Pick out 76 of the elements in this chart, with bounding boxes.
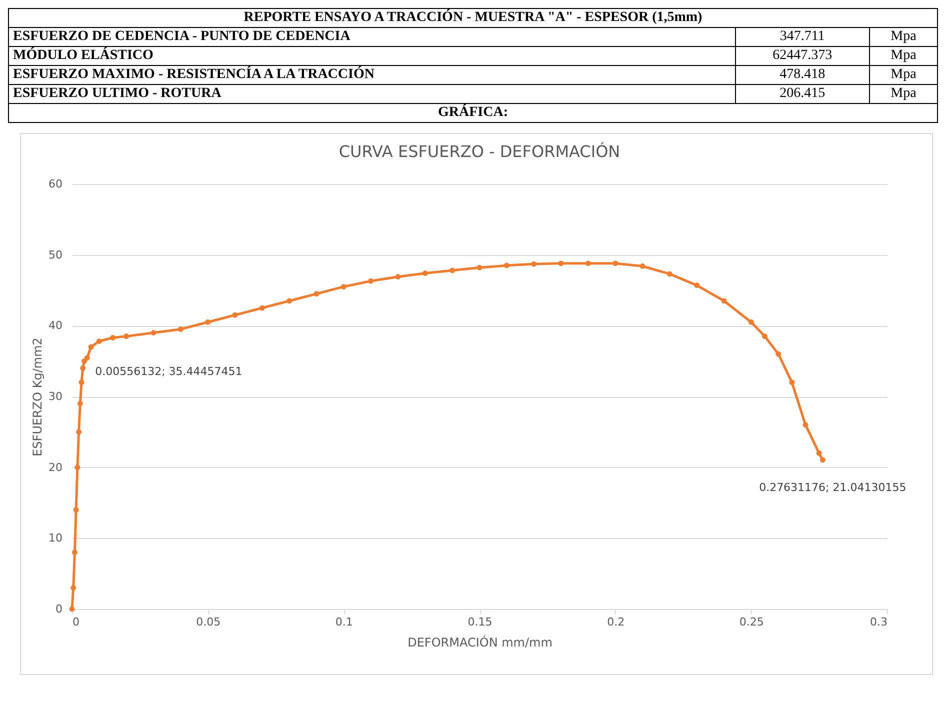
y-tick-label: 10 [48, 532, 62, 545]
point [476, 264, 482, 270]
point [666, 271, 672, 277]
point [232, 312, 238, 318]
point [314, 291, 320, 297]
category-label: ESFUERZO ULTIMO - ROTURA [8, 84, 736, 104]
point [78, 380, 84, 386]
point [531, 261, 537, 267]
x-tick-label: 0.2 [607, 616, 625, 628]
point [73, 507, 79, 513]
point [70, 585, 76, 590]
y-tick-label: 50 [48, 248, 62, 262]
point [178, 326, 184, 332]
category-label: ESFUERZO DE CEDENCIA - PUNTO DE CEDENCIA [8, 28, 736, 46]
point [76, 429, 82, 435]
point [820, 457, 826, 463]
category-label: MÓDULO ELÁSTICO [8, 46, 736, 66]
point [368, 278, 374, 284]
point [816, 450, 822, 456]
text: Mpa [869, 46, 938, 66]
y-tick-label: 30 [48, 390, 62, 403]
x-tick-label: 0.05 [196, 616, 221, 628]
annotation: 0.00556132; 35.44457451 [95, 364, 242, 378]
text: Mpa [869, 84, 938, 104]
x-axis-title: DEFORMACIÓN mm/mm [408, 634, 552, 650]
text: GRÁFICA: [8, 104, 938, 122]
y-tick-label: 0 [56, 602, 62, 616]
y-tick-label: 60 [48, 178, 62, 190]
y-tick-label: 40 [48, 319, 62, 332]
point [640, 263, 646, 269]
point [450, 268, 456, 274]
point [124, 334, 130, 340]
data-label: 206.415 [735, 84, 870, 104]
point [721, 298, 727, 304]
point [395, 274, 401, 280]
x-tick-label: 0.25 [739, 616, 764, 628]
point [776, 351, 782, 357]
point [72, 550, 78, 556]
point [80, 365, 86, 371]
point [585, 260, 591, 266]
point [150, 330, 156, 336]
point [69, 606, 75, 612]
point [762, 334, 768, 340]
point [74, 464, 80, 470]
data-label: 347.711 [735, 28, 870, 46]
data-label: 478.418 [735, 66, 870, 84]
point [340, 284, 346, 290]
point [694, 282, 700, 288]
x-tick-label: 0.1 [335, 616, 353, 628]
category-label: ESFUERZO MAXIMO - RESISTENCÍA A LA TRACCIÓN [8, 66, 736, 84]
point [789, 380, 795, 386]
y-axis-title: ESFUERZO Kg/mm2 [30, 338, 45, 456]
x-tick-label: 0.3 [870, 616, 888, 628]
x-tick-label: 0 [72, 616, 80, 628]
point [88, 344, 94, 350]
point [96, 338, 102, 344]
point [558, 260, 564, 266]
annotation: 0.27631176; 21.04130155 [759, 480, 906, 494]
point [422, 270, 428, 276]
point [259, 305, 265, 311]
point [84, 355, 90, 361]
chart-title: CURVA ESFUERZO - DEFORMACIÓN [338, 142, 620, 161]
x-tick-label: 0.15 [468, 616, 492, 628]
text: REPORTE ENSAYO A TRACCIÓN - MUESTRA "A" - ESPESOR (1,5mm) [8, 8, 938, 28]
y-tick-label: 20 [48, 460, 62, 474]
point [205, 319, 211, 325]
point [110, 334, 116, 340]
point [612, 260, 618, 266]
text: Mpa [869, 28, 938, 46]
point [802, 422, 808, 428]
point [504, 262, 510, 268]
point [286, 298, 292, 304]
point [748, 319, 754, 325]
data-label: 62447.373 [735, 46, 870, 66]
text: Mpa [869, 66, 938, 84]
point [77, 400, 83, 406]
